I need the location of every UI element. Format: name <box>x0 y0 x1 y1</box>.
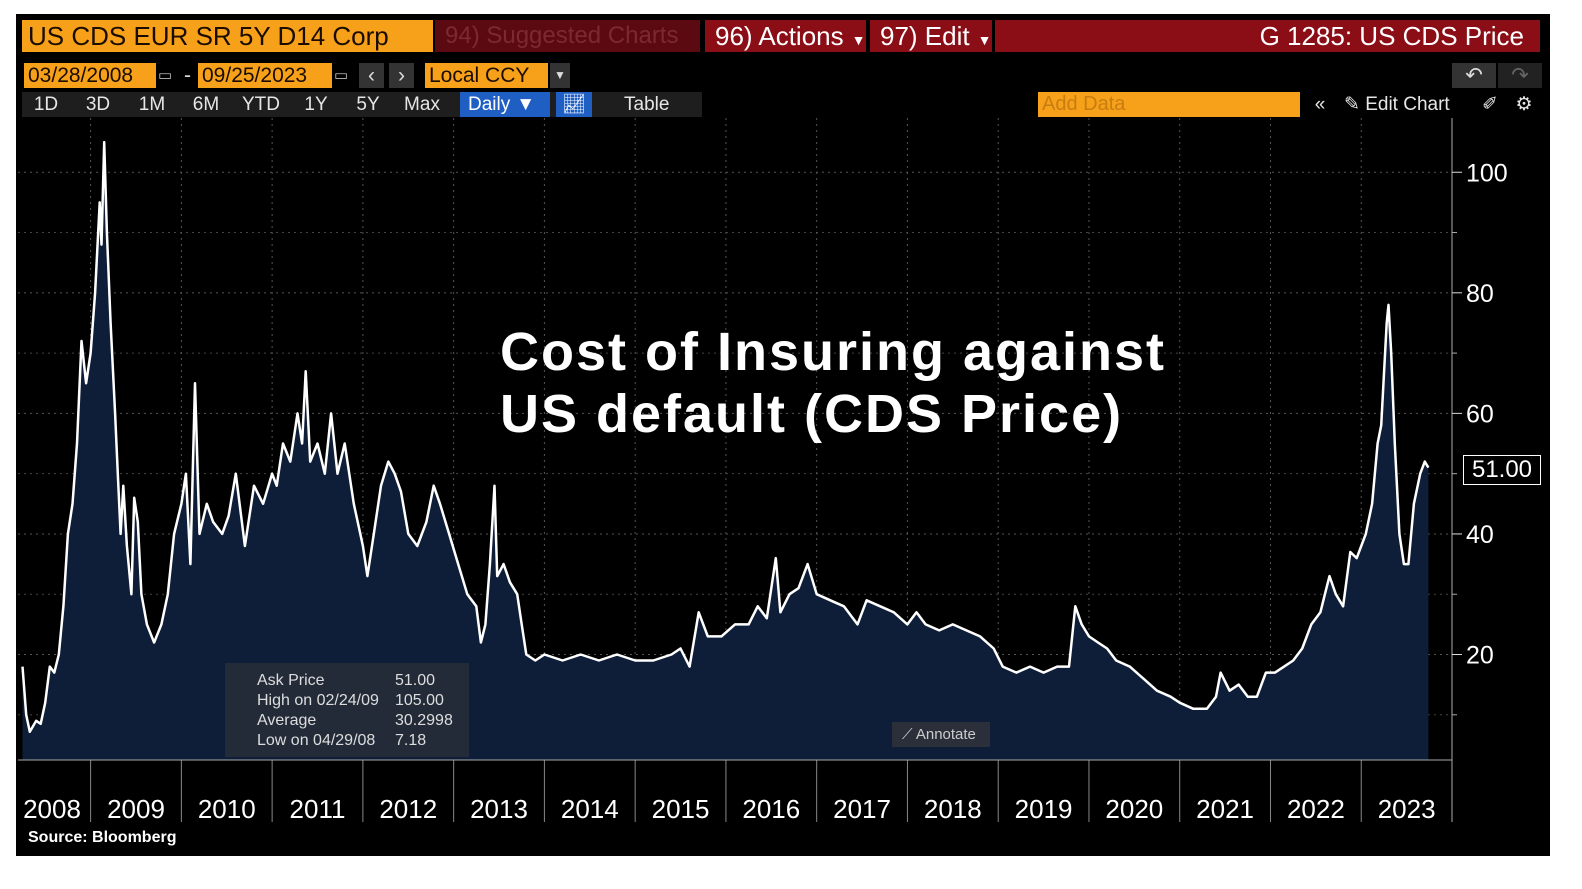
x-tick-label: 2008 <box>23 794 81 824</box>
x-tick-label: 2018 <box>924 794 982 824</box>
x-tick-label: 2021 <box>1196 794 1254 824</box>
legend-label: Average <box>257 712 317 729</box>
price-line <box>21 140 1430 734</box>
pencil-icon: ✎ <box>1344 94 1366 115</box>
edit-chart-label: Edit Chart <box>1365 94 1450 115</box>
period-button[interactable]: 1Y <box>304 94 328 115</box>
period-button[interactable]: 3D <box>85 94 111 115</box>
legend-value: 7.18 <box>395 732 427 749</box>
dropdown-arrow: ▼ <box>851 32 866 48</box>
legend-box: Ask Price 51.00 High on 02/24/09 105.00 Aver… <box>225 663 469 757</box>
x-tick-label: 2015 <box>652 794 710 824</box>
dropdown-arrow: ▼ <box>516 94 536 115</box>
edit-menu[interactable]: 97) Edit ▼ <box>870 20 992 52</box>
x-tick-label: 2017 <box>833 794 891 824</box>
add-data-field[interactable]: Add Data <box>1038 92 1300 117</box>
area-fill <box>22 142 1429 761</box>
date-separator: - <box>184 64 191 87</box>
annotate-icon: ⟋ <box>902 726 916 743</box>
suggested-charts-menu[interactable]: 94) Suggested Charts <box>435 20 700 52</box>
legend-value: 105.00 <box>395 692 444 709</box>
period-button[interactable]: Max <box>404 94 440 115</box>
legend-label: Ask Price <box>257 672 325 689</box>
end-date[interactable]: 09/25/2023 <box>198 63 332 88</box>
y-tick-label: 100 <box>1466 159 1508 187</box>
legend-value: 30.2998 <box>395 712 453 729</box>
dropdown-arrow: ▼ <box>977 32 992 48</box>
legend-value: 51.00 <box>395 672 436 689</box>
y-tick-label: 80 <box>1466 280 1494 308</box>
table-button[interactable]: Table <box>596 92 702 117</box>
x-tick-label: 2010 <box>198 794 256 824</box>
chart-title: US default (CDS Price) <box>500 384 1123 444</box>
x-tick-label: 2012 <box>379 794 437 824</box>
annotate-label: Annotate <box>915 726 976 743</box>
period-button[interactable]: 6M <box>192 94 220 115</box>
next-button[interactable]: › <box>389 63 414 88</box>
period-button[interactable]: 1M <box>138 94 166 115</box>
y-tick-label: 60 <box>1466 400 1494 428</box>
x-tick-label: 2022 <box>1287 794 1345 824</box>
x-tick-label: 2020 <box>1105 794 1163 824</box>
annotate-button[interactable]: ⟋ Annotate <box>892 722 990 747</box>
frequency-label: Daily <box>468 94 511 115</box>
x-tick-label: 2016 <box>742 794 800 824</box>
x-tick-label: 2014 <box>561 794 619 824</box>
line-chart-button[interactable]: 📈︎ <box>556 92 592 117</box>
security-field[interactable]: US CDS EUR SR 5Y D14 Corp <box>22 20 433 52</box>
x-tick-label: 2011 <box>290 794 346 824</box>
actions-label: 96) Actions <box>715 21 844 51</box>
period-button[interactable]: 5Y <box>356 94 380 115</box>
y-tick-label: 20 <box>1466 642 1494 670</box>
calendar-icon[interactable]: ▭ <box>158 67 173 84</box>
x-tick-label: 2013 <box>470 794 528 824</box>
function-title: G 1285: US CDS Price <box>995 20 1540 52</box>
terminal-window: US CDS EUR SR 5Y D14 Corp 94) Suggested … <box>16 14 1550 856</box>
start-date[interactable]: 03/28/2008 <box>24 63 156 88</box>
collapse-button[interactable]: « <box>1314 94 1326 115</box>
last-value-label: 51.00 <box>1463 455 1541 485</box>
chart-title: Cost of Insuring against <box>500 322 1166 382</box>
y-tick-label: 40 <box>1466 521 1494 549</box>
source-note: Source: Bloomberg <box>28 829 177 846</box>
period-button[interactable]: 1D <box>33 94 59 115</box>
period-button[interactable]: YTD <box>242 94 280 115</box>
actions-menu[interactable]: 96) Actions ▼ <box>705 20 866 52</box>
edit-label: 97) Edit <box>880 21 970 51</box>
redo-button[interactable]: ↷ <box>1498 63 1542 88</box>
legend-label: High on 02/24/09 <box>257 692 379 709</box>
settings-icon[interactable]: ⚙ <box>1515 94 1533 115</box>
calendar-icon[interactable]: ▭ <box>334 67 349 84</box>
undo-button[interactable]: ↶ <box>1452 63 1496 88</box>
chart: 20 40 60 80 100 2008 2009 2010 2011 2012 2013 2014 2… <box>18 118 1508 824</box>
x-tick-label: 2009 <box>107 794 165 824</box>
frequency-dropdown[interactable]: Daily ▼ <box>460 92 550 117</box>
x-tick-label: 2019 <box>1015 794 1073 824</box>
x-tick-label: 2023 <box>1378 794 1436 824</box>
legend-label: Low on 04/29/08 <box>257 732 376 749</box>
prev-button[interactable]: ‹ <box>359 63 384 88</box>
currency-field[interactable]: Local CCY <box>425 63 548 88</box>
edit-chart-button[interactable]: ✎ Edit Chart <box>1344 92 1466 117</box>
edit-icon[interactable]: ✐ <box>1482 94 1498 115</box>
currency-dropdown[interactable]: ▼ <box>550 63 570 88</box>
